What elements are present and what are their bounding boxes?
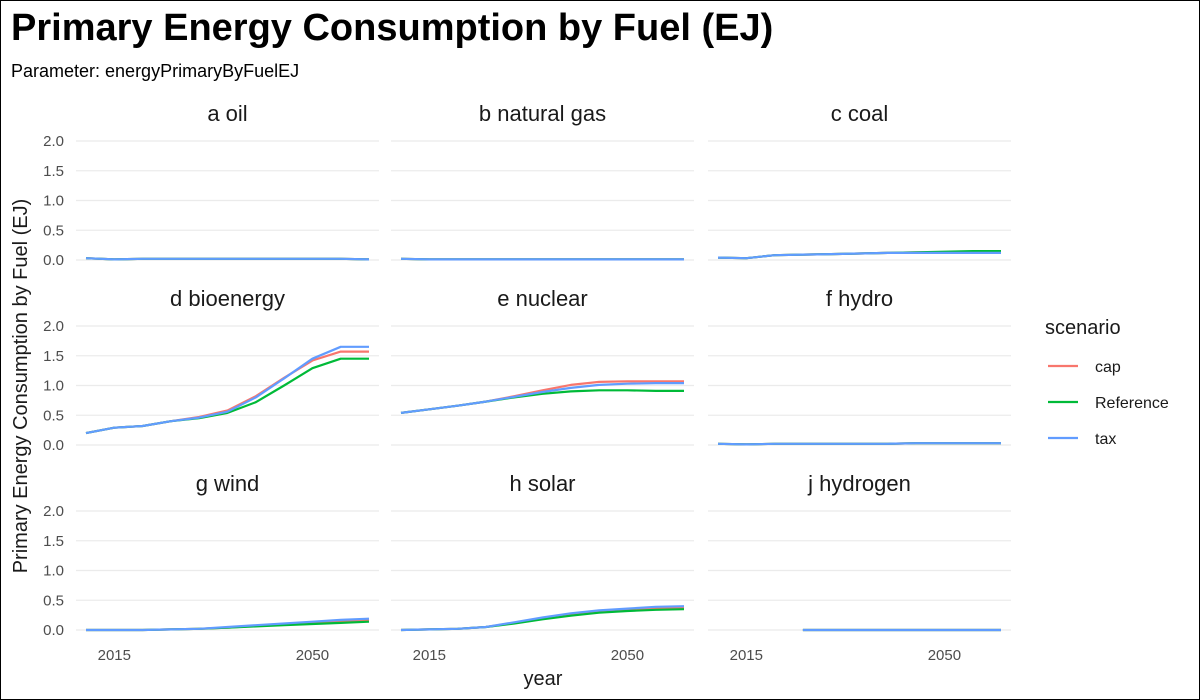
y-tick-label: 1.0 <box>43 563 64 580</box>
series-line-reference <box>400 608 685 632</box>
series-line-tax <box>400 257 684 261</box>
y-tick-label: 0.0 <box>43 437 64 454</box>
y-tick-label: 1.0 <box>43 378 64 395</box>
y-tick-label: 1.5 <box>43 163 64 180</box>
legend-title: scenario <box>1045 317 1121 339</box>
x-tick-label: 2050 <box>928 647 961 664</box>
panel-label: d bioenergy <box>170 286 285 311</box>
y-tick-label: 1.0 <box>43 193 64 210</box>
y-tick-label: 2.0 <box>43 318 64 335</box>
series-line-tax <box>86 617 370 632</box>
x-tick-label: 2050 <box>296 647 329 664</box>
legend-label: Reference <box>1095 395 1169 412</box>
series-line-tax <box>717 251 1001 260</box>
x-tick-label: 2015 <box>730 647 763 664</box>
y-tick-label: 2.0 <box>43 503 64 520</box>
x-tick-label: 2050 <box>611 647 644 664</box>
series-line-tax <box>717 442 1001 446</box>
y-tick-label: 1.5 <box>43 533 64 550</box>
y-tick-label: 0.0 <box>43 252 64 269</box>
chart-title: Primary Energy Consumption by Fuel (EJ) <box>11 7 774 49</box>
chart-subtitle: Parameter: energyPrimaryByFuelEJ <box>11 61 300 81</box>
panel-label: f hydro <box>826 286 893 311</box>
series-line-tax <box>85 257 370 261</box>
panel-label: g wind <box>196 471 260 496</box>
panel-label: e nuclear <box>497 286 588 311</box>
y-tick-label: 0.5 <box>43 592 64 609</box>
x-axis-title: year <box>524 668 563 690</box>
legend-label: cap <box>1095 359 1121 376</box>
series-line-tax <box>400 605 685 632</box>
panel-label: b natural gas <box>479 101 606 126</box>
series-line-reference <box>85 357 369 435</box>
y-tick-label: 1.5 <box>43 348 64 365</box>
x-tick-label: 2015 <box>98 647 131 664</box>
y-tick-label: 0.5 <box>43 407 64 424</box>
series-line-reference <box>400 389 684 414</box>
x-tick-label: 2015 <box>413 647 446 664</box>
panel-label: c coal <box>831 101 888 126</box>
series-line-tax <box>400 382 684 414</box>
y-tick-label: 0.5 <box>43 222 64 239</box>
series-line-reference <box>86 620 370 632</box>
y-tick-label: 2.0 <box>43 133 64 150</box>
legend-label: tax <box>1095 431 1116 448</box>
panel-label: h solar <box>509 471 575 496</box>
panel-label: a oil <box>207 101 247 126</box>
y-axis-title: Primary Energy Consumption by Fuel (EJ) <box>10 199 32 574</box>
series-line-tax <box>85 345 369 435</box>
panel-label: j hydrogen <box>807 471 911 496</box>
y-tick-label: 0.0 <box>43 622 64 639</box>
